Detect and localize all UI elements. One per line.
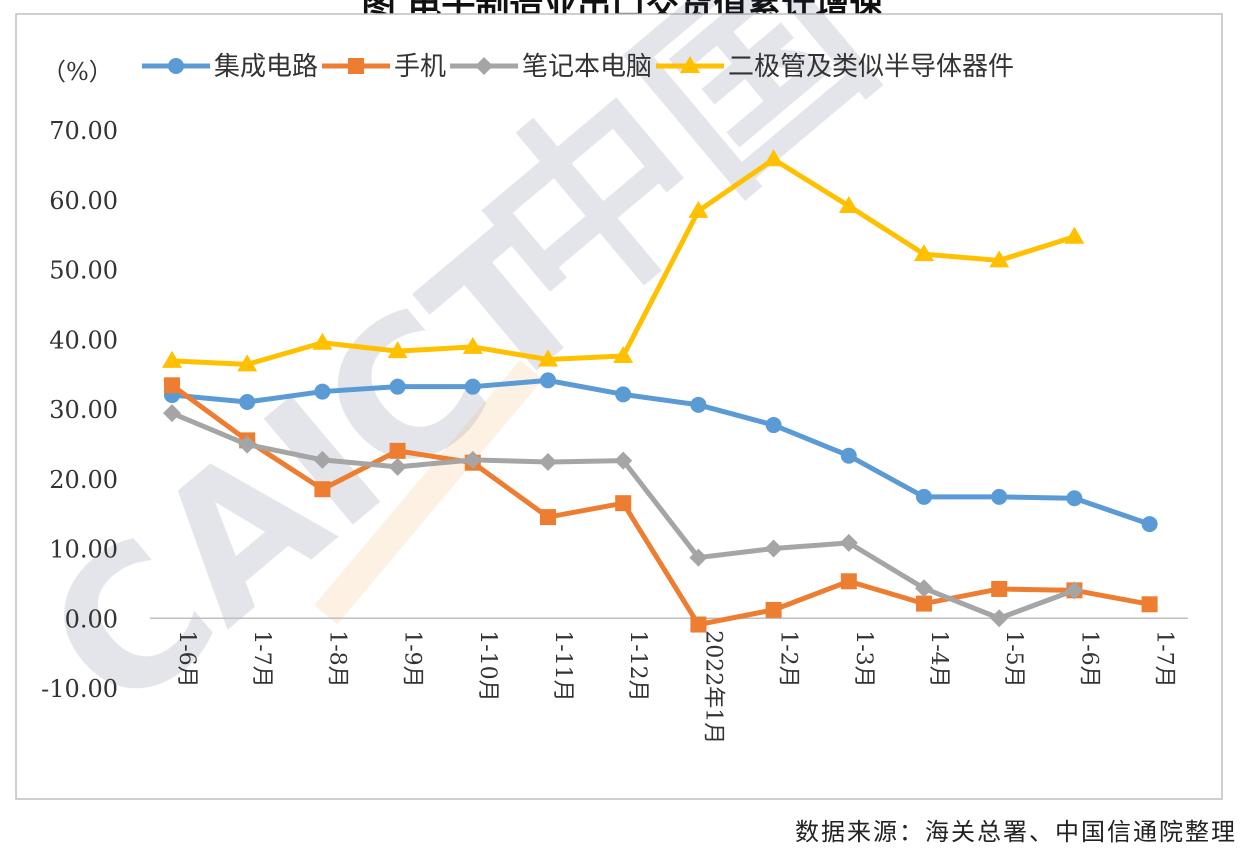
- series-line: [170, 383, 1151, 628]
- legend-label: 二极管及类似半导体器件: [728, 52, 1014, 82]
- data-point-diamond: [990, 609, 1009, 628]
- data-point-square: [314, 481, 331, 498]
- data-point-circle: [916, 488, 932, 505]
- data-point-diamond: [539, 453, 557, 472]
- data-point-triangle: [1064, 226, 1085, 244]
- data-point-triangle: [387, 341, 408, 359]
- watermark-accent-bar: [314, 360, 543, 625]
- data-point-diamond: [689, 548, 708, 567]
- data-point-diamond: [163, 404, 181, 423]
- y-tick-label: 40.00: [49, 326, 118, 354]
- data-point-circle: [991, 488, 1008, 505]
- data-point-diamond: [764, 539, 783, 558]
- data-point-triangle: [312, 332, 333, 350]
- y-tick-label: 60.00: [49, 187, 118, 215]
- data-point-triangle: [680, 56, 701, 73]
- data-point-diamond: [313, 450, 332, 469]
- x-tick-label: 1-7月: [249, 630, 274, 687]
- x-tick-label: 1-7月: [1152, 630, 1177, 687]
- x-tick-label: 1-6月: [174, 630, 199, 687]
- data-point-circle: [765, 417, 782, 434]
- data-point-diamond: [915, 579, 933, 598]
- data-point-square: [389, 442, 406, 459]
- data-point-triangle: [989, 250, 1010, 268]
- y-tick-label: 70.00: [49, 117, 118, 145]
- x-tick-label: 1-12月: [625, 630, 650, 701]
- x-tick-label: 2022年1月: [700, 630, 725, 744]
- data-point-diamond: [614, 451, 633, 470]
- data-point-circle: [540, 372, 556, 389]
- data-point-square: [765, 601, 782, 618]
- x-tick-label: 1-5月: [1001, 630, 1026, 687]
- legend-label: 笔记本电脑: [522, 52, 652, 82]
- data-point-square: [164, 377, 180, 394]
- data-point-circle: [1141, 516, 1158, 533]
- data-point-circle: [168, 58, 184, 74]
- data-point-triangle: [462, 336, 483, 354]
- data-point-circle: [840, 447, 857, 464]
- x-tick-label: 1-11月: [550, 630, 575, 701]
- y-tick-label: -10.00: [41, 675, 118, 703]
- series-1: [164, 377, 1158, 633]
- legend-label: 集成电路: [214, 52, 318, 82]
- y-tick-label: 30.00: [49, 396, 118, 424]
- data-point-circle: [239, 394, 256, 411]
- data-point-triangle: [688, 200, 709, 218]
- y-tick-label: 0.00: [65, 605, 118, 633]
- legend-label: 手机: [394, 52, 446, 82]
- data-point-diamond: [388, 457, 407, 476]
- y-tick-label: 20.00: [49, 466, 118, 494]
- series-2: [163, 404, 1084, 628]
- data-point-diamond: [463, 450, 482, 469]
- x-tick-label: 1-4月: [926, 630, 951, 687]
- data-point-circle: [314, 383, 331, 400]
- data-point-triangle: [613, 345, 634, 363]
- data-point-triangle: [763, 149, 784, 167]
- data-point-triangle: [914, 244, 934, 262]
- source-note: 数据来源：海关总署、中国信通院整理: [795, 818, 1237, 846]
- legend: 集成电路 手机 笔记本电脑 二极管及类似半导体器件: [142, 52, 1014, 82]
- series-line: [171, 377, 1151, 527]
- axes: -10.00 0.00 10.00 20.00 30.00 40.00 50.00 60.00…: [41, 117, 1188, 744]
- data-point-square: [690, 616, 707, 633]
- x-tick-label: 1-9月: [400, 630, 425, 687]
- data-point-triangle: [162, 350, 182, 368]
- data-point-circle: [464, 378, 481, 395]
- data-point-diamond: [1065, 581, 1084, 600]
- plot-frame: [15, 13, 1223, 800]
- data-point-square: [615, 495, 632, 512]
- data-point-circle: [615, 386, 632, 403]
- data-point-circle: [690, 396, 707, 413]
- data-point-square: [991, 580, 1008, 597]
- series-3: [162, 149, 1085, 372]
- y-tick-label: 50.00: [49, 257, 118, 285]
- data-point-square: [540, 509, 556, 526]
- series-0: [164, 372, 1158, 533]
- x-tick-label: 1-2月: [776, 630, 801, 687]
- x-tick-label: 1-3月: [851, 630, 876, 687]
- data-point-diamond: [839, 533, 858, 552]
- data-point-square: [348, 58, 365, 74]
- x-tick-label: 1-8月: [324, 630, 349, 687]
- y-tick-label: 10.00: [49, 536, 118, 564]
- data-point-triangle: [237, 354, 258, 372]
- data-point-triangle: [538, 349, 558, 367]
- data-point-circle: [389, 378, 406, 395]
- x-tick-label: 1-6月: [1076, 630, 1101, 687]
- x-tick-label: 1-10月: [475, 630, 500, 701]
- data-point-circle: [1066, 490, 1083, 507]
- series-layer: [162, 149, 1158, 633]
- data-point-square: [840, 573, 857, 590]
- data-point-triangle: [838, 196, 859, 214]
- data-point-diamond: [238, 435, 257, 454]
- data-point-diamond: [475, 57, 494, 75]
- y-unit-label: （%）: [42, 58, 113, 86]
- data-point-square: [916, 595, 932, 612]
- data-point-square: [1141, 596, 1158, 613]
